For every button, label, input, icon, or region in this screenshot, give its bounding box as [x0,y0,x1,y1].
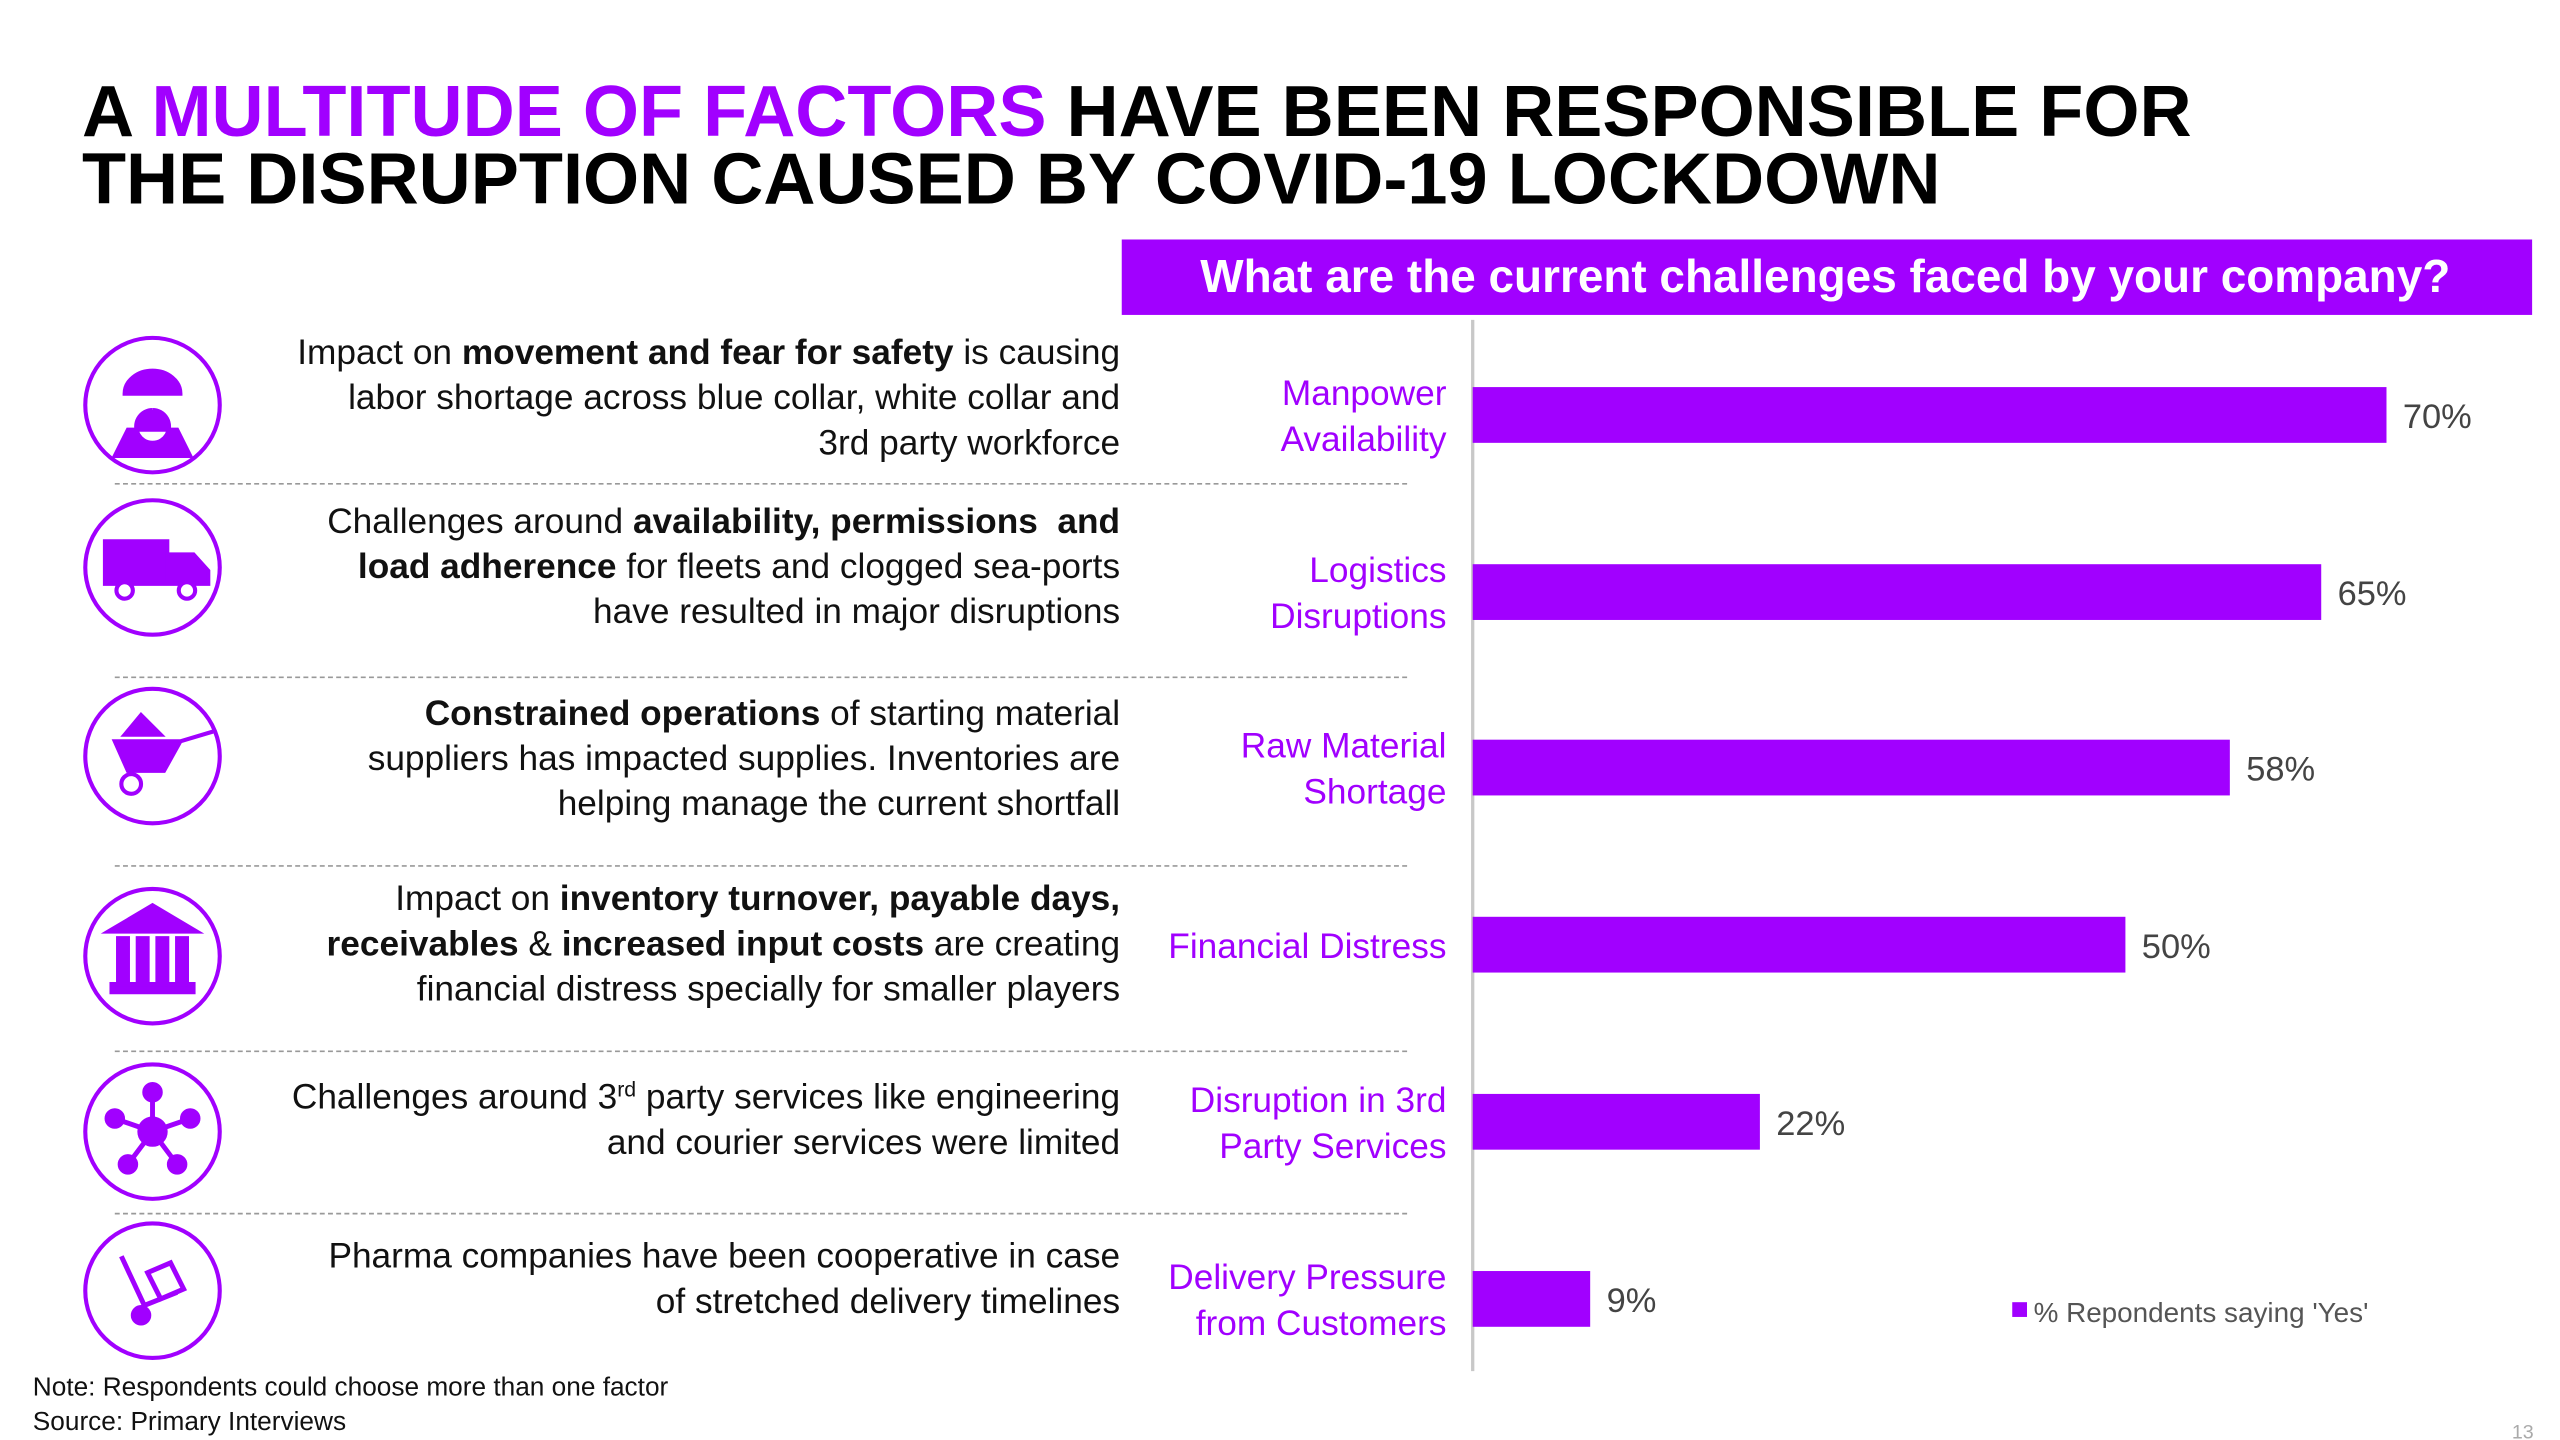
row-text-segment: of stretched delivery timelines [656,1282,1120,1321]
bar [1472,564,2322,620]
row-text-segment: party services like engineering [636,1078,1120,1117]
bar [1472,1271,1591,1327]
row-text-segment: Constrained operations [425,694,821,733]
value-label: 22% [1776,1105,1845,1143]
legend-label: % Repondents saying 'Yes' [2034,1297,2369,1328]
category-label: Delivery Pressure from Customers [1168,1258,1446,1343]
row-text-line: financial distress specially for smaller… [417,969,1120,1008]
row-text-line: labor shortage across blue collar, white… [348,378,1120,417]
bar [1472,739,2230,796]
category-label: Disruption in 3rd Party Services [1190,1081,1447,1166]
chart-subtitle: What are the current challenges faced by… [1200,250,2450,302]
row-text-line: Impact on movement and fear for safety i… [297,333,1120,372]
row-text-line: Challenges around 3rd party services lik… [292,1078,1120,1117]
bar [1472,1093,1760,1150]
bank-icon [83,886,222,1026]
row-text-line: Impact on inventory turnover, payable da… [395,879,1120,918]
category-label: Logistics Disruptions [1270,551,1446,636]
bar [1472,916,2126,973]
row-text-segment: Pharma companies have been cooperative i… [328,1237,1120,1276]
row-text-segment: Challenges around [327,502,633,541]
bar [1472,387,2387,443]
row-text-segment: have resulted in major disruptions [593,592,1120,631]
row-text-segment: availability, permissions and [633,502,1120,541]
title-segment: HAVE BEEN RESPONSIBLE FOR [1046,72,2191,152]
row-text-line: and courier services were limited [607,1123,1120,1162]
truck-icon [83,498,222,637]
title-segment: A [82,72,151,152]
note: Note: Respondents could choose more than… [33,1372,669,1402]
question-banner [1121,239,2533,315]
row-text-segment: load adherence [358,547,617,586]
note: Source: Primary Interviews [33,1406,346,1436]
row-text-line: 3rd party workforce [818,423,1120,462]
row-text-line: Pharma companies have been cooperative i… [328,1237,1120,1276]
icons [83,335,222,1360]
row-text-segment: is causing [954,333,1121,372]
row-text-segment: inventory turnover, payable days, [560,879,1120,918]
row-text-line: helping manage the current shortfall [558,784,1120,823]
row-text-line: have resulted in major disruptions [593,592,1120,631]
row-text-line: of stretched delivery timelines [656,1282,1120,1321]
category-label: Raw Material Shortage [1241,727,1447,812]
title-line: A MULTITUDE OF FACTORS HAVE BEEN RESPONS… [82,72,2192,152]
row-text-segment: Impact on [297,333,462,372]
title-segment: MULTITUDE OF FACTORS [151,72,1046,152]
value-label: 70% [2403,398,2472,436]
row-text-segment: of starting material [820,694,1120,733]
value-label: 50% [2142,928,2211,966]
row-text-segment: Impact on [395,879,560,918]
row-text-line: load adherence for fleets and clogged se… [358,547,1120,586]
row-text-segment: labor shortage across blue collar, white… [348,378,1120,417]
legend-swatch [2012,1302,2028,1317]
row-text-segment: 3rd party workforce [818,423,1120,462]
row-text-line: Challenges around availability, permissi… [327,502,1120,541]
trolley-icon [83,1221,222,1360]
row-text-segment: & [519,924,562,963]
row-text-segment: receivables [327,924,519,963]
row-text-segment: Challenges around 3 [292,1078,617,1117]
value-label: 58% [2246,751,2315,789]
page-number: 13 [2512,1421,2534,1440]
row-text-segment: helping manage the current shortfall [558,784,1120,823]
row-text-segment: suppliers has impacted supplies. Invento… [368,739,1120,778]
row-text-line: Constrained operations of starting mater… [425,694,1120,733]
value-label: 65% [2338,575,2407,613]
row-text-segment: are creating [924,924,1120,963]
row-text-segment: movement and fear for safety [462,333,954,372]
category-label: Manpower Availability [1281,374,1447,459]
row-text-segment: increased input costs [562,924,924,963]
category-label: Financial Distress [1168,927,1446,966]
network-icon [83,1062,222,1201]
worker-icon [83,335,222,475]
row-text-segment: and courier services were limited [607,1123,1120,1162]
title-segment: THE DISRUPTION CAUSED BY COVID-19 LOCKDO… [82,139,1940,219]
row-text-line: suppliers has impacted supplies. Invento… [368,739,1120,778]
row-text-segment: financial distress specially for smaller… [417,969,1120,1008]
row-text-segment: rd [617,1078,636,1102]
value-label: 9% [1607,1282,1657,1320]
wheelbarrow-icon [83,686,222,826]
row-text-line: receivables & increased input costs are … [327,924,1121,963]
title-line: THE DISRUPTION CAUSED BY COVID-19 LOCKDO… [82,139,1940,219]
row-text-segment: for fleets and clogged sea-ports [617,547,1121,586]
